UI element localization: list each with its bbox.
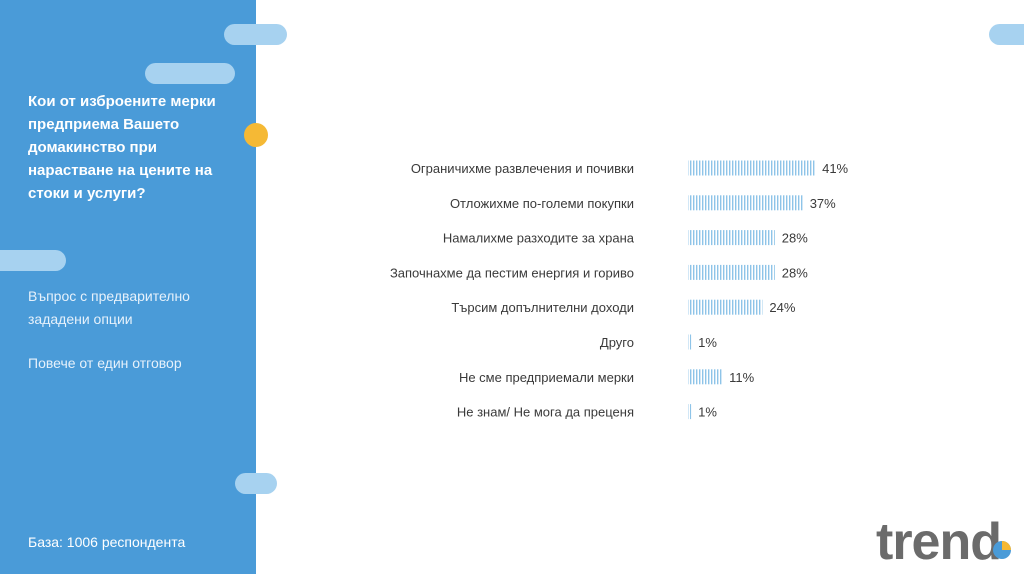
decorative-pill — [235, 473, 277, 494]
bar — [688, 299, 763, 315]
value-label: 28% — [782, 231, 808, 246]
category-label: Търсим допълнителни доходи — [451, 300, 634, 315]
bar — [688, 334, 692, 350]
value-label: 24% — [769, 300, 795, 315]
value-label: 11% — [729, 370, 754, 385]
value-label: 1% — [698, 335, 717, 350]
category-label: Друго — [600, 335, 634, 350]
decorative-pill — [224, 24, 287, 45]
base-respondents: База: 1006 респондента — [28, 534, 186, 550]
category-label: Отложихме по-големи покупки — [450, 196, 634, 211]
value-label: 41% — [822, 161, 848, 176]
decorative-pill — [989, 24, 1024, 45]
category-label: Не сме предприемали мерки — [459, 370, 634, 385]
logo-pie-mark — [1002, 541, 1011, 550]
bar — [688, 404, 692, 420]
bar — [688, 369, 723, 385]
value-label: 28% — [782, 265, 808, 280]
category-label: Не знам/ Не мога да преценя — [457, 405, 634, 420]
category-label: Намалихме разходите за храна — [443, 231, 635, 246]
decorative-pill — [0, 250, 66, 271]
bar — [688, 195, 803, 211]
question-type-note: Въпрос с предварително зададени опции — [28, 288, 190, 327]
logo-text: trend — [876, 513, 1001, 569]
bar — [688, 160, 816, 176]
bar — [688, 264, 775, 280]
bar — [688, 230, 775, 246]
decorative-dot — [244, 123, 268, 147]
value-label: 37% — [810, 196, 836, 211]
value-label: 1% — [698, 405, 717, 420]
sidebar-panel — [0, 0, 256, 574]
category-label: Ограничихме развлечения и почивки — [411, 161, 634, 176]
category-label: Започнахме да пестим енергия и гориво — [390, 265, 634, 280]
trend-logo: trend — [876, 513, 1011, 569]
question-text: Кои от изброените мерки предприема Вашет… — [28, 93, 216, 202]
decorative-pill — [145, 63, 235, 84]
answer-type-note: Повече от един отговор — [28, 355, 182, 371]
